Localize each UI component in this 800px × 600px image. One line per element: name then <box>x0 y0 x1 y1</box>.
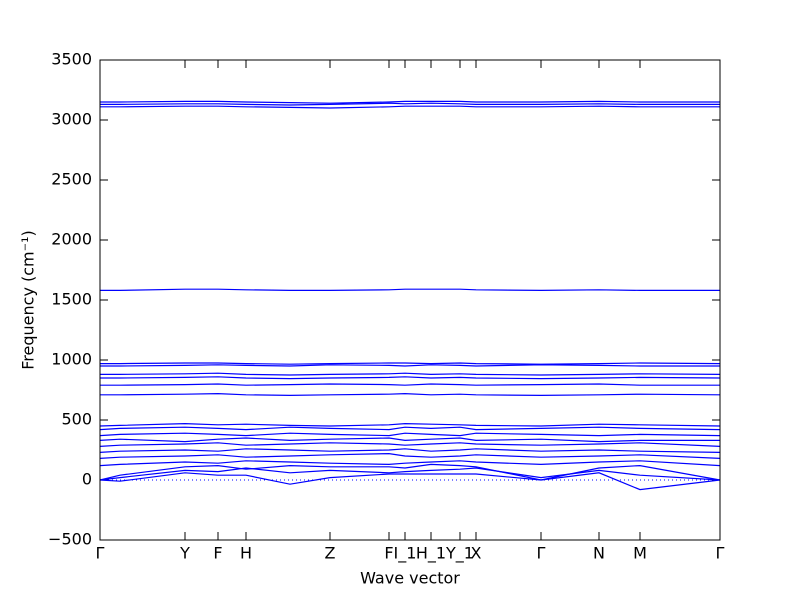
band-line <box>99 442 721 447</box>
plot-frame <box>99 59 721 541</box>
band-line <box>99 448 721 453</box>
x-tick-label: Y <box>179 544 190 563</box>
band-line <box>99 426 721 431</box>
band-line <box>99 422 721 427</box>
band-line <box>100 288 720 292</box>
band-line <box>100 105 720 109</box>
band-line <box>99 452 721 459</box>
y-tick-label: −500 <box>48 530 92 549</box>
y-tick-label: 1500 <box>51 290 92 309</box>
band-line <box>99 437 720 443</box>
x-tick-label: N <box>593 544 605 563</box>
x-axis-label: Wave vector <box>360 569 460 588</box>
y-tick-label: 3500 <box>51 50 92 69</box>
x-tick-label: Y_1 <box>445 544 474 564</box>
band-line <box>100 383 720 386</box>
y-axis-label: Frequency (cm⁻¹) <box>19 230 38 369</box>
y-tick-label: 500 <box>61 410 92 429</box>
band-line <box>100 102 720 106</box>
y-tick-label: 3000 <box>51 110 92 129</box>
band-line <box>99 472 721 491</box>
y-tick-label: 0 <box>82 470 92 489</box>
x-tick-label: Γ <box>96 544 105 563</box>
x-tick-label: Γ <box>537 544 546 563</box>
x-tick-label: M <box>633 544 647 563</box>
x-tick-label: Γ <box>716 544 725 563</box>
y-tick-label: 2000 <box>51 230 92 249</box>
x-tick-label: I_1 <box>394 544 417 564</box>
band-line <box>100 376 721 380</box>
y-tick-label: 1000 <box>51 350 92 369</box>
x-tick-label: F <box>213 544 222 563</box>
x-tick-label: Z <box>325 544 336 563</box>
band-line <box>100 100 720 104</box>
x-tick-label: H_1 <box>416 544 446 564</box>
band-line <box>100 362 721 365</box>
band-line <box>100 392 721 397</box>
x-tick-label: H <box>240 544 252 563</box>
band-line <box>100 364 720 367</box>
x-tick-label: F <box>384 544 393 563</box>
y-tick-label: 2500 <box>51 170 92 189</box>
band-line <box>99 432 721 437</box>
band-line <box>99 460 721 467</box>
x-tick-label: X <box>471 544 482 563</box>
band-line <box>99 463 721 481</box>
band-line <box>100 372 721 376</box>
